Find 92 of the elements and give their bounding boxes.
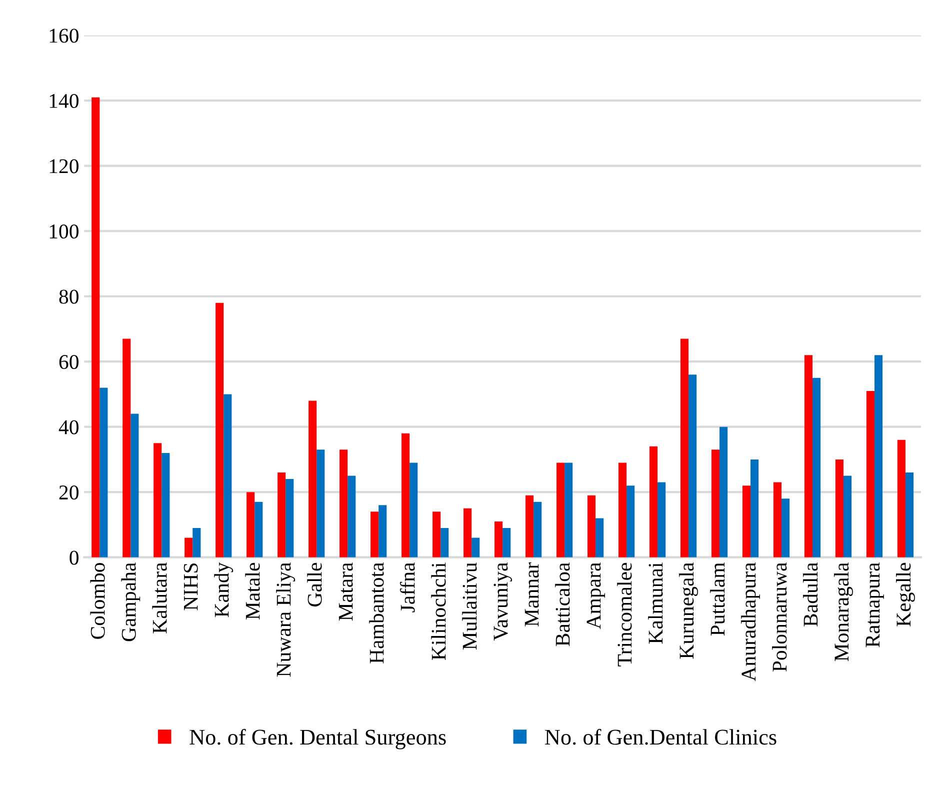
- bar: [410, 462, 418, 558]
- bar: [649, 446, 658, 558]
- bar: [711, 450, 720, 558]
- x-tick-label: Badulla: [803, 562, 818, 626]
- bar: [440, 528, 449, 558]
- bar: [596, 518, 604, 558]
- bar: [316, 450, 325, 558]
- x-tick-label: Gampaha: [121, 562, 140, 642]
- legend-label: No. of Gen.Dental Clinics: [545, 728, 776, 745]
- x-tick-label: Matara: [338, 562, 353, 621]
- bar: [216, 302, 224, 558]
- bar: [340, 450, 348, 558]
- bar: [464, 508, 472, 558]
- bar: [402, 433, 410, 558]
- x-tick-label: Kalmunai: [648, 562, 663, 644]
- x-tick-label: Batticaloa: [555, 562, 570, 646]
- bar: [773, 482, 782, 558]
- x-tick-label: Hambantota: [369, 562, 384, 664]
- x-tick-label: Ampara: [586, 562, 605, 630]
- bar: [658, 482, 666, 558]
- y-tick-label: 100: [50, 224, 78, 239]
- x-tick-label: Matale: [245, 562, 260, 620]
- bar: [564, 462, 573, 558]
- bar: [92, 97, 100, 558]
- bar: [556, 462, 565, 558]
- bar: [874, 355, 883, 558]
- bar: [278, 472, 286, 558]
- x-tick-label: NIHS: [184, 564, 198, 610]
- x-tick-label: Puttalam: [710, 562, 725, 636]
- bar: [472, 538, 480, 558]
- y-tick-label: 40: [58, 420, 78, 434]
- x-tick-label: Kalutara: [152, 562, 167, 634]
- bar: [184, 538, 193, 558]
- bar: [494, 521, 503, 558]
- x-tick-label: Jaffna: [400, 562, 415, 612]
- x-tick-label: Monaragala: [834, 562, 853, 662]
- bar: [587, 495, 596, 558]
- y-tick-label: 160: [50, 28, 78, 43]
- x-tick-label: Mullaitivu: [462, 562, 477, 650]
- x-tick-label: Mannar: [524, 562, 539, 626]
- bar: [782, 498, 790, 558]
- y-tick-label: 80: [59, 290, 78, 304]
- bar: [154, 443, 162, 558]
- x-tick-label: Trincomalee: [617, 562, 632, 666]
- bar: [680, 338, 689, 558]
- y-tick-label: 120: [50, 159, 78, 174]
- x-tick-label: Colombo: [90, 563, 105, 639]
- bar: [122, 338, 131, 558]
- bar: [254, 502, 263, 558]
- x-tick-label: Kandy: [214, 562, 234, 618]
- x-tick-label: Anuradhapura: [741, 562, 760, 682]
- bar: [192, 528, 201, 558]
- bar: [905, 472, 914, 558]
- bar: [534, 502, 542, 558]
- bar: [378, 505, 387, 558]
- y-tick-label: 60: [59, 354, 78, 370]
- bar: [835, 459, 844, 558]
- bar: [100, 388, 108, 558]
- bar: [897, 440, 906, 558]
- bar: [742, 486, 751, 558]
- bar: [750, 459, 759, 558]
- x-tick-label: Ratnapura: [866, 562, 884, 648]
- x-tick-label: Vavuniya: [494, 562, 512, 641]
- y-tick-label: 20: [59, 485, 78, 500]
- bar: [162, 452, 170, 558]
- bar: [348, 476, 356, 558]
- y-tick-label: 140: [50, 94, 78, 108]
- x-tick-label: Galle: [307, 562, 322, 606]
- legend-label: No. of Gen. Dental Surgeons: [190, 728, 446, 750]
- x-tick-label: Polonnaruwa: [772, 562, 787, 672]
- y-tick-label: 0: [70, 550, 78, 565]
- bar: [804, 355, 812, 558]
- x-tick-label: Nuwara Eliya: [276, 562, 296, 677]
- bar: [308, 400, 317, 558]
- bar: [370, 512, 379, 558]
- bar: [843, 476, 852, 558]
- bar: [688, 374, 697, 558]
- bar: [626, 486, 635, 558]
- bar: [618, 462, 627, 558]
- bar: [526, 495, 534, 558]
- bar: [286, 479, 294, 558]
- x-tick-label: Kegalle: [896, 562, 915, 626]
- bar: [812, 378, 821, 558]
- bar: [502, 528, 511, 558]
- bar: [432, 512, 441, 558]
- x-tick-label: Kurunegala: [679, 562, 698, 659]
- x-tick-label: Kilinochchi: [431, 562, 446, 660]
- bar: [224, 394, 232, 558]
- bar: [720, 426, 728, 558]
- bar: [130, 414, 139, 558]
- bar: [866, 390, 874, 558]
- bar: [246, 492, 255, 558]
